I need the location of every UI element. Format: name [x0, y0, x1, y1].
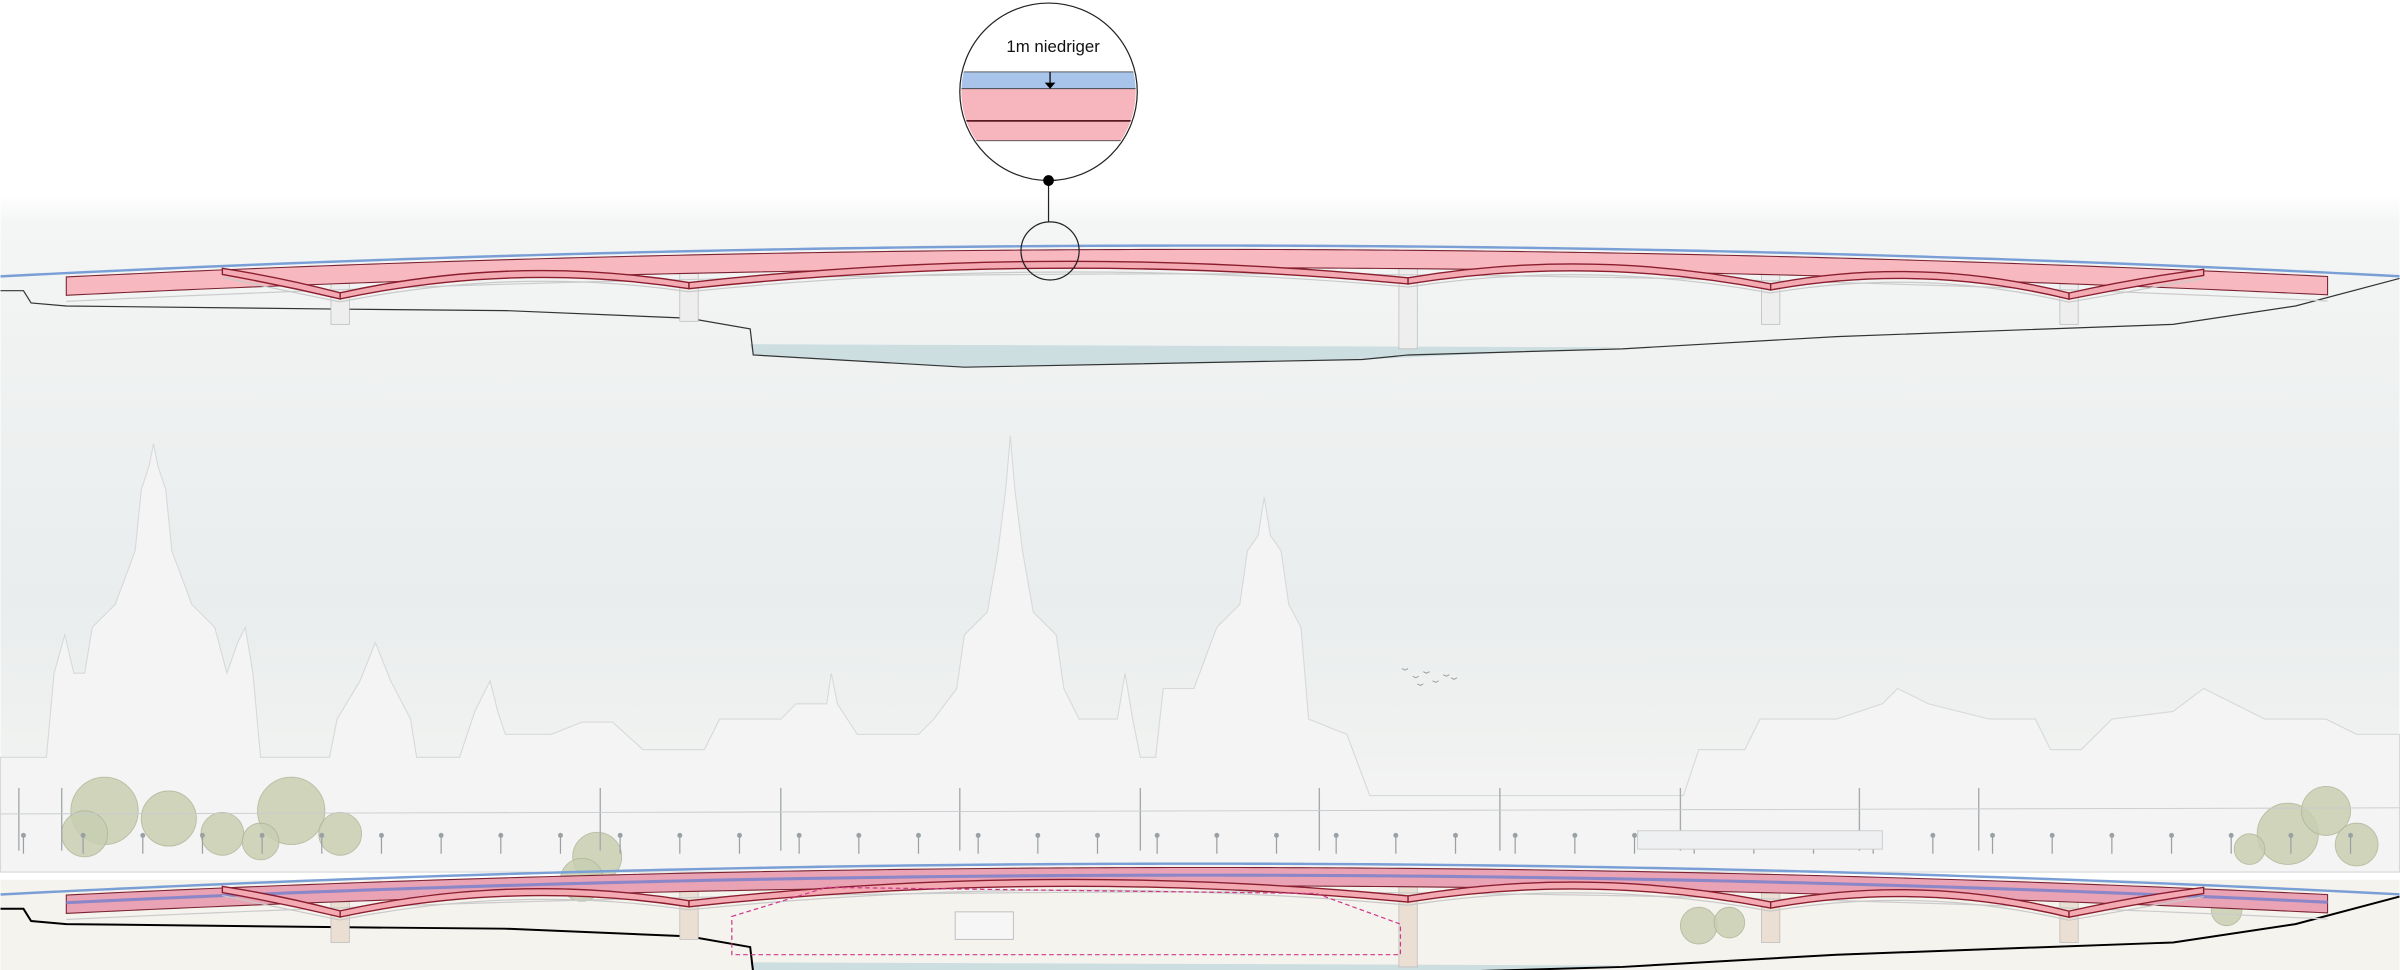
arch-shadow	[222, 895, 341, 921]
lamp-head	[1154, 832, 1160, 838]
arch-shadow	[1770, 899, 2070, 921]
new-road-level	[0, 862, 2400, 896]
lamp-head	[856, 832, 862, 838]
arch-shadow	[1407, 274, 1771, 294]
catenary-wire	[0, 807, 2400, 815]
arch	[2068, 268, 2205, 300]
callout-content	[961, 71, 1136, 142]
lamp-head	[2169, 832, 2174, 838]
lamp-head	[1393, 832, 1399, 838]
lamp-head	[737, 832, 742, 838]
ship	[954, 911, 1014, 940]
lamp-head	[1930, 832, 1936, 838]
ground-line	[0, 277, 2400, 368]
lamp-head	[319, 832, 325, 838]
ground-line	[0, 895, 2400, 970]
lamp-head	[2049, 832, 2055, 838]
arch-shadow	[222, 276, 341, 303]
lamp-head	[1572, 832, 1578, 838]
lamp-head	[1453, 832, 1458, 838]
lamp-head	[1274, 832, 1279, 838]
bird	[1423, 671, 1430, 674]
tree	[241, 822, 280, 861]
lamp-head	[21, 832, 26, 838]
bird	[1412, 675, 1419, 679]
river-water	[750, 962, 1623, 970]
arch-shadow	[340, 280, 690, 303]
pier	[679, 891, 699, 940]
lamp-head	[1512, 832, 1518, 838]
arch-shadow	[688, 271, 1409, 293]
lamp-head	[796, 832, 802, 838]
lamp-head	[677, 832, 683, 838]
tree	[257, 776, 326, 846]
leader-dot	[1043, 175, 1054, 186]
arch-shadow	[2068, 895, 2204, 921]
lamp-head	[2288, 832, 2294, 838]
top-bridge	[0, 244, 2400, 368]
tree	[1713, 906, 1746, 939]
lamp-head	[498, 832, 504, 838]
detail-marker	[1020, 221, 1080, 281]
pier	[679, 272, 699, 322]
callout-label: 1m niedriger	[1006, 37, 1100, 56]
city-skyline	[0, 435, 2400, 873]
lamp-head	[2228, 832, 2234, 838]
river-water	[750, 344, 1623, 368]
tree	[318, 811, 363, 856]
tree	[2301, 785, 2351, 836]
new-road-level	[0, 244, 2400, 278]
bird	[1450, 677, 1458, 680]
lamp-head	[1095, 832, 1100, 838]
bird	[1417, 683, 1424, 686]
lamp-head	[140, 832, 146, 838]
bird	[1432, 680, 1439, 683]
lamp-head	[1333, 832, 1339, 838]
arch-shadow	[2068, 277, 2204, 303]
ship-clearance	[731, 886, 1402, 956]
arch-shadow	[1407, 892, 1771, 912]
bottom-bridge	[0, 862, 2400, 970]
lamp-head	[916, 832, 921, 838]
lamp-head	[80, 832, 86, 838]
arch-shadow	[1770, 281, 2070, 303]
tree	[140, 790, 197, 847]
lamp-head	[438, 832, 444, 838]
lamp-head	[379, 832, 384, 838]
lamp-head	[1035, 832, 1041, 838]
lamp-head	[1990, 832, 1995, 838]
existing-deck-band	[961, 88, 1136, 142]
arch-shadow	[340, 898, 690, 921]
lamp-head	[1632, 832, 1637, 838]
arrow-head	[1044, 82, 1056, 89]
tree	[1679, 906, 1718, 945]
tree	[200, 811, 245, 856]
lamp-head	[975, 832, 981, 838]
detail-callout: 1m niedriger	[959, 2, 1138, 281]
lamp-head	[1214, 832, 1220, 838]
tram	[1637, 830, 1883, 850]
lamp-head	[617, 832, 623, 838]
deck-blue-stripe	[66, 873, 2328, 905]
bird	[1443, 674, 1450, 677]
arch-shadow	[688, 889, 1409, 911]
lamp-head	[259, 832, 265, 838]
lamp-head	[2348, 832, 2353, 838]
arch	[2068, 886, 2205, 919]
tree	[2233, 833, 2266, 865]
bird	[1401, 668, 1409, 671]
lamp-head	[558, 832, 563, 838]
lamp-head	[2109, 832, 2115, 838]
tree	[2334, 822, 2379, 867]
lamp-head	[200, 832, 205, 838]
